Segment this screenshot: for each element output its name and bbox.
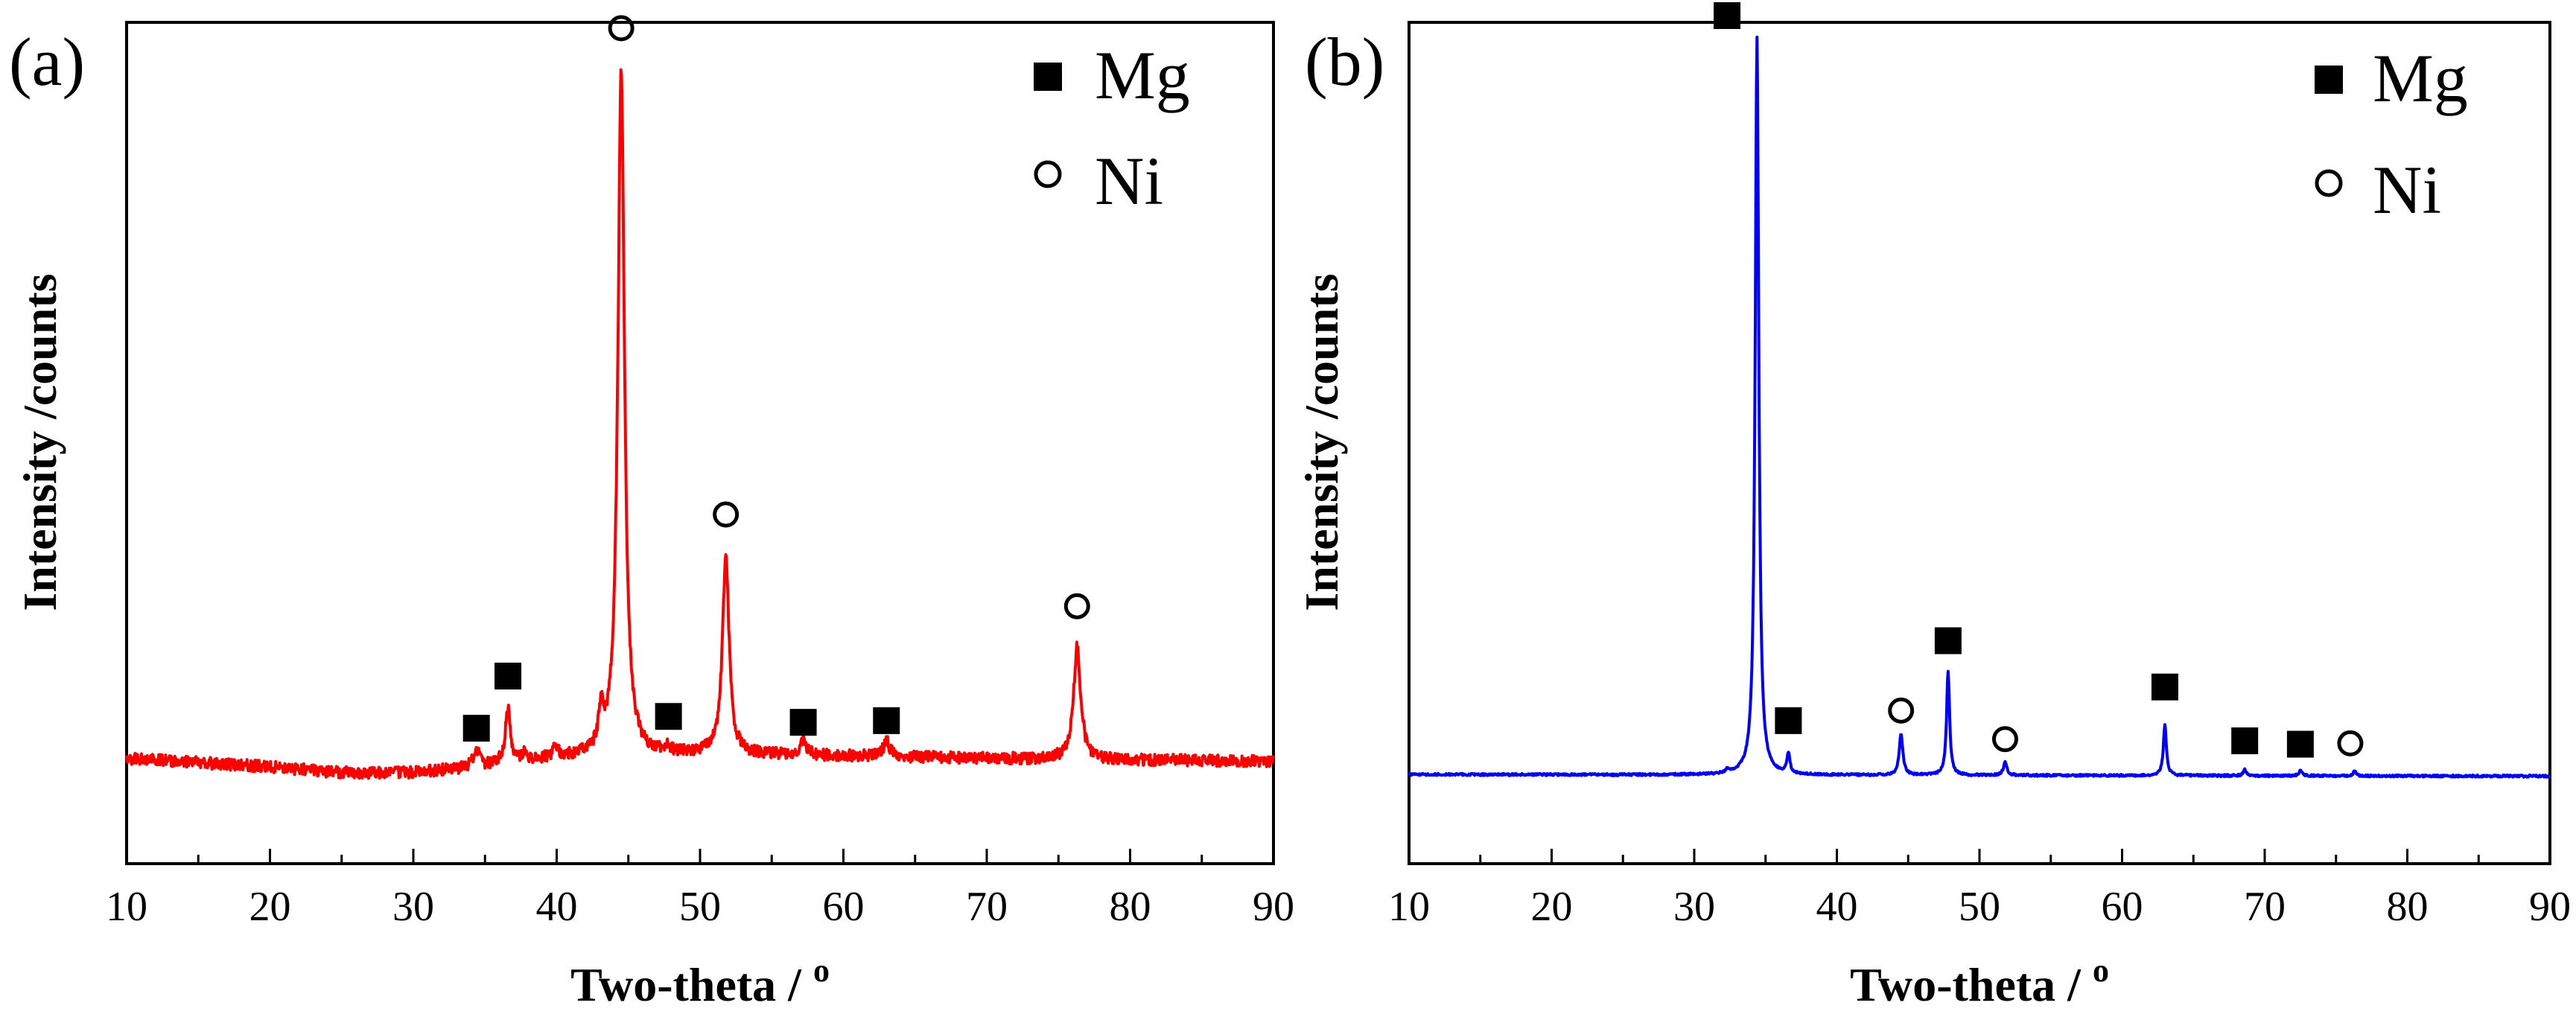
x-tick-label: 30 [392,884,434,930]
mg-peak-marker [1775,707,1802,734]
x-tick-label: 90 [1253,884,1294,930]
legend-ni-marker [2315,169,2343,197]
mg-peak-marker [2286,730,2314,758]
x-tick-label: 90 [2529,884,2571,930]
legend-ni-marker [1034,160,1062,188]
ni-peak-marker [713,501,740,528]
panel-b-ticks [1408,849,2551,864]
x-tick-label: 50 [1959,884,2000,930]
panel-b-label: (b) [1305,24,1384,100]
x-tick-label: 20 [1531,884,1573,930]
mg-peak-marker [1934,627,1962,654]
x-tick-label: 80 [2387,884,2429,930]
x-tick-label: 50 [679,884,721,930]
legend-ni-label: Ni [1095,143,1163,219]
panel-b-data-line [1408,35,2551,779]
panel-a-data-line [125,68,1275,780]
legend-mg-marker [2315,66,2343,94]
panel-a-peak-markers [462,15,1090,742]
panel-a-x-axis-title-degree: o [813,952,830,989]
panel-a-y-axis-title: Intensity /counts [13,273,66,611]
mg-peak-marker [873,707,900,734]
panel-a-label: (a) [9,24,85,100]
panel-b-legend: Mg Ni [2315,40,2468,228]
panel-b-y-axis-title: Intensity /counts [1295,273,1348,611]
panel-b-tick-labels: 10 20 30 40 50 60 70 80 90 [1388,884,2571,930]
panel-a-legend: Mg Ni [1034,37,1190,219]
panel-a: (a) 10 20 30 40 50 60 70 80 90 Mg Ni Two-theta /… [9,15,1294,1011]
mg-peak-marker [789,709,817,736]
legend-mg-label: Mg [1095,37,1190,113]
panel-b: (b) 10 20 30 40 50 60 70 80 90 Mg Ni Two-theta /… [1295,1,2571,1011]
ni-peak-marker [1888,697,1915,724]
legend-mg-label: Mg [2373,40,2468,116]
panel-b-x-axis-title-main: Two-theta / [1850,958,2093,1011]
panel-b-x-axis-title: Two-theta / o [1850,952,2109,1011]
x-tick-label: 70 [966,884,1008,930]
x-tick-label: 70 [2244,884,2286,930]
ni-peak-marker [1991,726,2018,753]
mg-peak-marker [1714,1,1741,29]
mg-peak-marker [2151,673,2178,701]
x-tick-label: 10 [1388,884,1430,930]
x-tick-label: 10 [106,884,147,930]
mg-peak-marker [462,715,490,742]
x-tick-label: 30 [1673,884,1715,930]
x-tick-label: 20 [249,884,291,930]
panel-a-tick-labels: 10 20 30 40 50 60 70 80 90 [106,884,1294,930]
mg-peak-marker [494,663,522,690]
mg-peak-marker [2231,727,2259,755]
ni-peak-marker [608,15,635,42]
x-tick-label: 60 [823,884,865,930]
panel-a-ticks [125,849,1275,864]
x-tick-label: 80 [1110,884,1151,930]
panel-b-x-axis-title-degree: o [2093,952,2109,989]
x-tick-label: 60 [2102,884,2143,930]
ni-peak-marker [1063,593,1090,619]
x-tick-label: 40 [1816,884,1858,930]
panel-a-x-axis-title-main: Two-theta / [570,958,813,1011]
legend-ni-label: Ni [2373,152,2441,228]
panel-b-peak-markers [1714,1,2364,758]
x-tick-label: 40 [536,884,578,930]
legend-mg-marker [1034,63,1062,91]
ni-peak-marker [2337,730,2364,756]
mg-peak-marker [655,703,682,730]
panel-a-x-axis-title: Two-theta / o [570,952,830,1011]
